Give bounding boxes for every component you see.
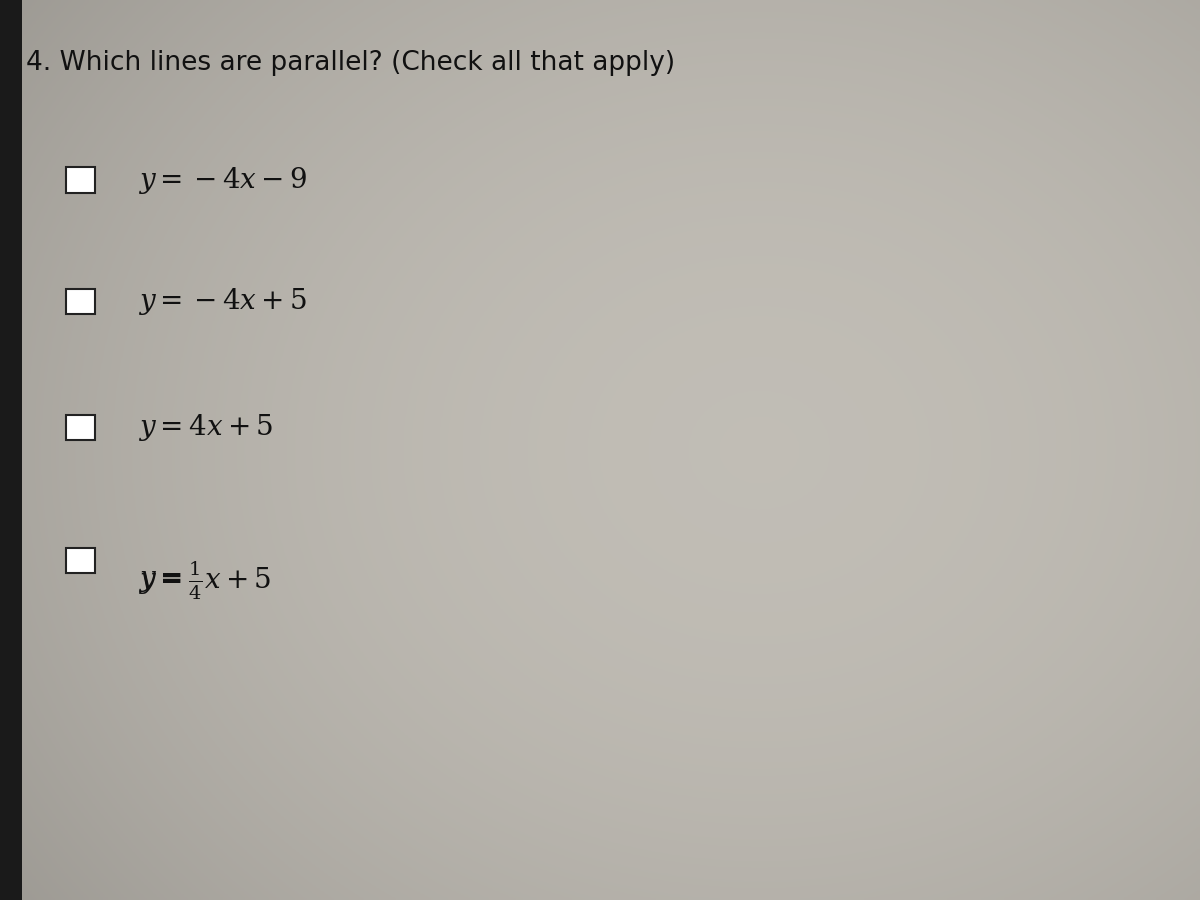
Bar (66, 289, 95, 314)
Text: $y = \frac{1}{4}x + 5$: $y = \frac{1}{4}x + 5$ (138, 560, 271, 601)
Bar (66, 415, 95, 440)
Text: $y = -4x + 5$: $y = -4x + 5$ (138, 286, 307, 317)
Text: $y = 4x + 5$: $y = 4x + 5$ (138, 412, 274, 443)
Text: 4. Which lines are parallel? (Check all that apply): 4. Which lines are parallel? (Check all … (26, 50, 676, 76)
Text: $y = -4x - 9$: $y = -4x - 9$ (138, 165, 307, 195)
Bar (66, 548, 95, 573)
Bar (66, 167, 95, 193)
Text: $y = $: $y = $ (138, 566, 182, 595)
Bar (0, 0, 22, 900)
